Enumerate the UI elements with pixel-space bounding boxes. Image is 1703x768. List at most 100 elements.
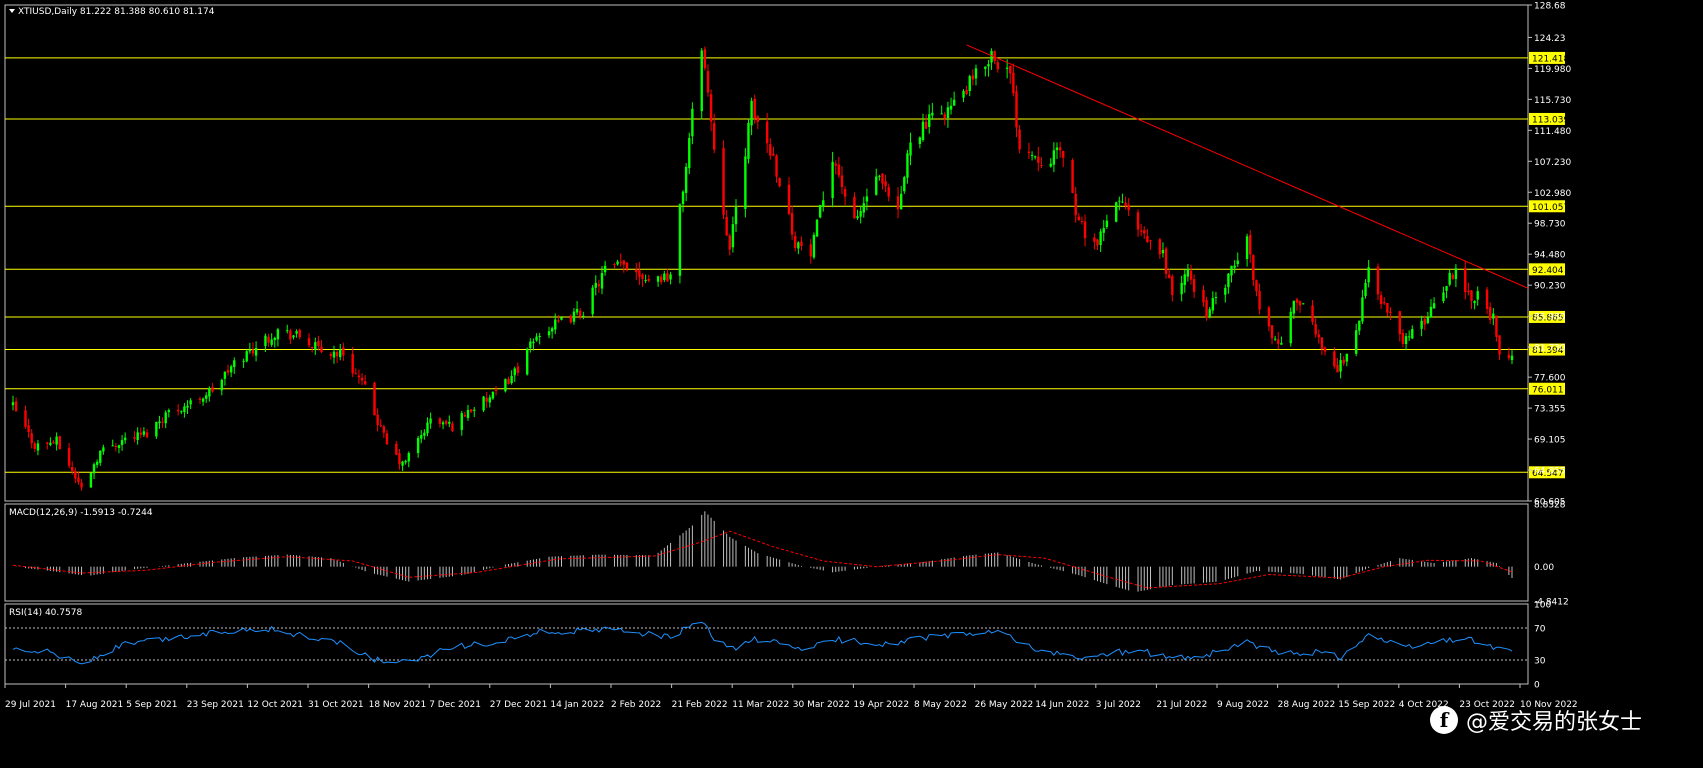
price-tick-label: 124.23 bbox=[1534, 34, 1566, 44]
candle-body bbox=[1074, 193, 1077, 216]
candle-body bbox=[1364, 282, 1367, 297]
candle-body bbox=[1320, 337, 1324, 349]
candle-body bbox=[613, 264, 616, 266]
candle-body bbox=[918, 137, 922, 144]
candle-body bbox=[1005, 67, 1009, 69]
panel-frame-3 bbox=[4, 603, 1529, 685]
candle-body bbox=[1488, 307, 1492, 320]
candle-body bbox=[99, 450, 102, 463]
candle-body bbox=[320, 346, 323, 352]
candle-body bbox=[1361, 297, 1364, 322]
candle-body bbox=[822, 200, 825, 207]
candle-body bbox=[1083, 221, 1087, 239]
collapse-arrow-icon bbox=[9, 9, 15, 13]
candle-body bbox=[404, 460, 407, 463]
candle-body bbox=[1121, 201, 1124, 203]
candle-body bbox=[1354, 330, 1358, 354]
macd-signal-line bbox=[12, 530, 1513, 589]
candle-body bbox=[1473, 301, 1476, 304]
time-tick-label: 21 Jul 2022 bbox=[1156, 700, 1207, 710]
candle-body bbox=[1052, 150, 1056, 165]
time-tick-label: 10 Nov 2022 bbox=[1520, 700, 1578, 710]
time-tick-label: 23 Oct 2022 bbox=[1459, 700, 1515, 710]
candle-body bbox=[295, 331, 298, 334]
candle-body bbox=[1164, 248, 1168, 274]
candle-body bbox=[753, 98, 756, 119]
candle-body bbox=[1485, 289, 1489, 309]
candle-body bbox=[797, 242, 800, 249]
candle-body bbox=[1146, 235, 1149, 243]
candle-body bbox=[1407, 336, 1411, 338]
candle-body bbox=[314, 342, 317, 350]
candle-body bbox=[747, 122, 750, 159]
level-label-bg bbox=[1529, 343, 1565, 356]
candle-body bbox=[794, 236, 797, 248]
candle-body bbox=[1451, 274, 1454, 279]
candle-body bbox=[186, 405, 189, 408]
candle-body bbox=[473, 409, 476, 411]
price-tick-label: 77.600 bbox=[1534, 374, 1566, 384]
candle-body bbox=[678, 204, 682, 276]
candle-body bbox=[1161, 249, 1165, 254]
candle-body bbox=[778, 178, 781, 187]
price-tick-label: 128.68 bbox=[1534, 2, 1566, 12]
candle-body bbox=[201, 398, 205, 402]
candle-body bbox=[373, 382, 376, 416]
candle-body bbox=[1118, 200, 1121, 202]
candle-body bbox=[924, 121, 928, 129]
candle-body bbox=[488, 397, 492, 403]
candle-body bbox=[1301, 303, 1305, 305]
candle-body bbox=[831, 161, 834, 198]
candle-body bbox=[276, 329, 280, 340]
candle-body bbox=[111, 445, 114, 447]
candle-body bbox=[603, 265, 607, 273]
candle-body bbox=[529, 341, 532, 348]
candle-body bbox=[815, 219, 819, 237]
candle-body bbox=[329, 353, 333, 356]
candle-body bbox=[189, 400, 192, 405]
macd-tick-label: 0.00 bbox=[1534, 563, 1554, 573]
macd-label: MACD(12,26,9) -1.5913 -0.7244 bbox=[9, 508, 153, 518]
candle-body bbox=[965, 89, 968, 94]
candle-body bbox=[382, 426, 386, 433]
candle-body bbox=[962, 91, 965, 98]
time-tick-label: 30 Mar 2022 bbox=[793, 700, 850, 710]
candle-body bbox=[401, 461, 404, 466]
candle-body bbox=[946, 107, 950, 118]
candle-body bbox=[24, 410, 27, 427]
candle-body bbox=[1208, 309, 1211, 317]
time-tick-label: 19 Apr 2022 bbox=[853, 700, 909, 710]
macd-tick-label: 8.8328 bbox=[1534, 501, 1566, 511]
candle-body bbox=[744, 156, 747, 209]
time-tick-label: 14 Jun 2022 bbox=[1035, 700, 1089, 710]
candle-body bbox=[899, 193, 903, 210]
candle-body bbox=[14, 401, 18, 412]
candle-body bbox=[809, 244, 813, 257]
candle-body bbox=[339, 349, 342, 358]
level-label: 64.547 bbox=[1532, 469, 1564, 479]
candle-body bbox=[800, 241, 803, 247]
candle-body bbox=[884, 181, 887, 187]
candle-body bbox=[1429, 306, 1433, 318]
candle-body bbox=[289, 330, 292, 340]
candle-body bbox=[136, 432, 139, 441]
candle-body bbox=[1139, 230, 1143, 232]
candle-body bbox=[233, 360, 236, 368]
candle-body bbox=[423, 432, 426, 436]
candle-body bbox=[638, 270, 641, 277]
time-tick-label: 9 Aug 2022 bbox=[1217, 700, 1269, 710]
candle-body bbox=[407, 453, 410, 462]
candle-body bbox=[993, 51, 996, 62]
candle-body bbox=[142, 431, 146, 435]
candle-body bbox=[1049, 163, 1052, 167]
price-tick-label: 107.230 bbox=[1534, 158, 1571, 168]
candle-body bbox=[145, 432, 149, 438]
candle-body bbox=[550, 328, 554, 332]
candle-body bbox=[1448, 272, 1451, 285]
candle-body bbox=[46, 442, 49, 444]
candle-body bbox=[1464, 268, 1467, 293]
candle-body bbox=[120, 440, 124, 446]
candle-body bbox=[787, 184, 791, 214]
